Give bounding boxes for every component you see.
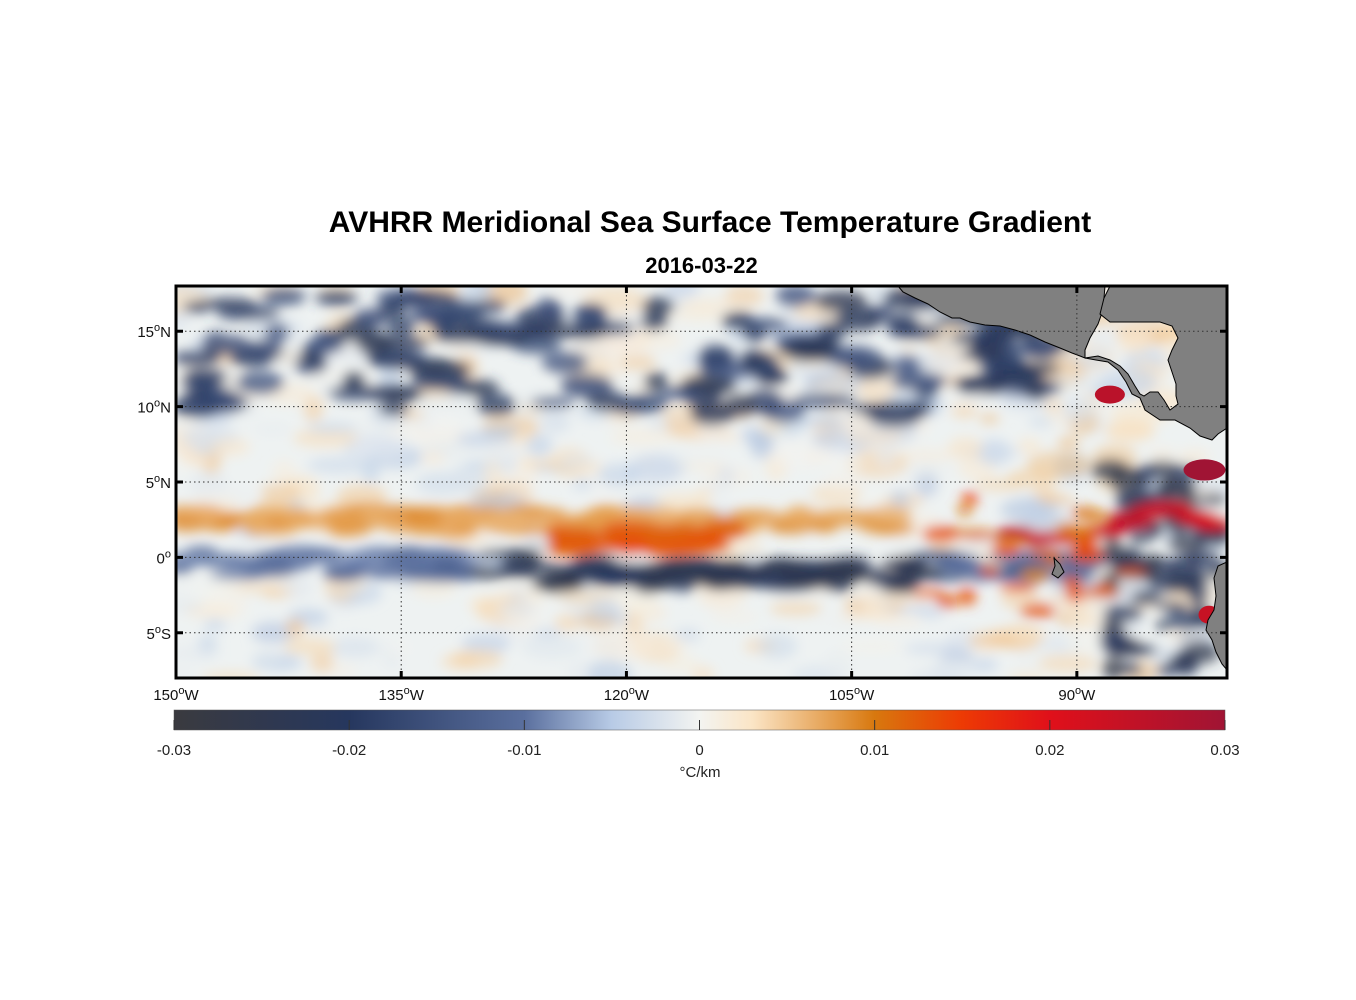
map-title: AVHRR Meridional Sea Surface Temperature… [328,206,1092,239]
lon-tick-label: 135oW [379,685,425,704]
lat-tick-label: 5oS [147,624,171,643]
colorbar-tick-label: 0.01 [860,742,889,759]
colorbar-tick-label: 0.02 [1035,742,1064,759]
lat-tick-label: 5oN [146,473,171,492]
colorbar-unit-label: °C/km [679,764,721,781]
lon-tick-label: 150oW [153,685,199,704]
colorbar-tick-label: 0.03 [1210,742,1239,759]
land-galapagos [1051,556,1065,579]
axis-ticks: 150oW 135oW 120oW 105oW 90oW 15oN 10oN 5oN 0o 5oS [137,286,1227,704]
colorbar-tick-label: -0.03 [157,742,191,759]
colorbar-ticks: -0.03 -0.02 -0.01 0 0.01 0.02 0.03 [157,720,1240,759]
lat-tick-label: 10oN [137,398,171,417]
lat-tick-label: 0o [157,548,171,567]
map-subtitle: 2016-03-22 [645,253,758,278]
lon-tick-label: 120oW [604,685,650,704]
lon-tick-label: 105oW [829,685,875,704]
lat-tick-label: 15oN [137,322,171,341]
colorbar-tick-label: 0 [695,742,703,759]
land-mexico [897,286,1106,359]
colorbar-tick-label: -0.01 [507,742,541,759]
land-masses [897,286,1227,671]
colorbar-tick-label: -0.02 [332,742,366,759]
lon-tick-label: 90oW [1058,685,1096,704]
map-plot-area: 150oW 135oW 120oW 105oW 90oW 15oN 10oN 5oN 0o 5oS [137,284,1229,704]
colorbar: -0.03 -0.02 -0.01 0 0.01 0.02 0.03 [157,709,1240,759]
land-central-america [1084,286,1227,441]
land-south-america [1205,561,1227,671]
